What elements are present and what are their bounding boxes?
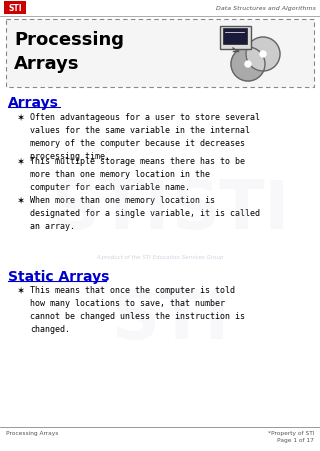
Text: Static Arrays: Static Arrays xyxy=(8,269,109,283)
FancyBboxPatch shape xyxy=(4,2,26,15)
Text: Data Structures and Algorithms: Data Structures and Algorithms xyxy=(216,6,316,11)
Text: STI: STI xyxy=(51,177,169,243)
Text: ✶: ✶ xyxy=(16,285,24,295)
FancyBboxPatch shape xyxy=(223,29,247,45)
Text: ✶: ✶ xyxy=(16,196,24,206)
Text: Processing: Processing xyxy=(14,31,124,49)
Circle shape xyxy=(260,52,266,58)
Text: *Property of STI
Page 1 of 17: *Property of STI Page 1 of 17 xyxy=(268,430,314,442)
Text: STI: STI xyxy=(111,286,229,352)
Text: ✶: ✶ xyxy=(16,156,24,166)
Text: STI: STI xyxy=(171,177,289,243)
FancyBboxPatch shape xyxy=(6,20,314,88)
Text: A product of the STI Education Services Group: A product of the STI Education Services … xyxy=(96,255,224,260)
Circle shape xyxy=(245,62,251,68)
Text: This means that once the computer is told
how many locations to save, that numbe: This means that once the computer is tol… xyxy=(30,285,245,333)
Circle shape xyxy=(246,38,280,72)
Text: Arrays: Arrays xyxy=(8,96,59,110)
Text: Often advantageous for a user to store several
values for the same variable in t: Often advantageous for a user to store s… xyxy=(30,113,260,160)
Text: This multiple storage means there has to be
more than one memory location in the: This multiple storage means there has to… xyxy=(30,156,245,191)
Text: STI: STI xyxy=(8,4,22,13)
FancyBboxPatch shape xyxy=(220,27,251,50)
Circle shape xyxy=(231,48,265,82)
Text: When more than one memory location is
designated for a single variable, it is ca: When more than one memory location is de… xyxy=(30,196,260,230)
Text: Arrays: Arrays xyxy=(14,55,79,73)
Text: ✶: ✶ xyxy=(16,113,24,123)
Text: Processing Arrays: Processing Arrays xyxy=(6,430,58,435)
